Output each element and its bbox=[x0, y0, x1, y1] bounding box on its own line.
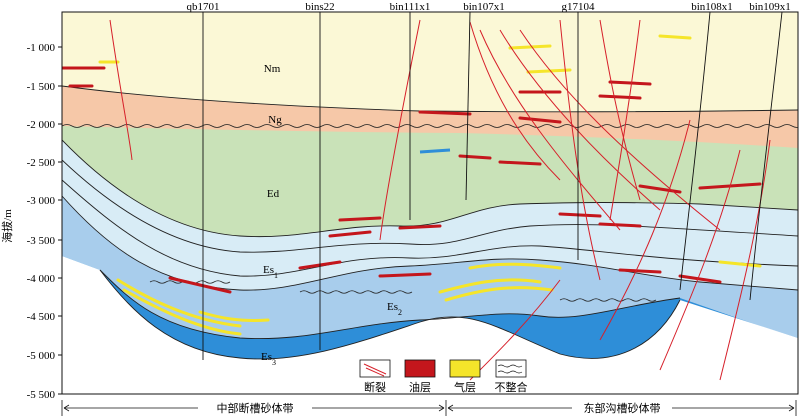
well-label: bins22 bbox=[305, 1, 334, 13]
horizon-lines bbox=[62, 85, 798, 360]
y-tick-label: -3 500 bbox=[27, 235, 56, 247]
water-lens bbox=[419, 148, 451, 154]
basement-fill bbox=[62, 256, 680, 394]
y-tick-label: -2 000 bbox=[27, 119, 56, 131]
y-tick-label: -3 000 bbox=[27, 195, 56, 207]
unit-label-es2: Es2 bbox=[387, 301, 402, 317]
oil-layers bbox=[62, 66, 762, 294]
strata bbox=[62, 12, 798, 394]
well-label: bin109x1 bbox=[749, 1, 791, 13]
unconformity-icon bbox=[495, 359, 527, 378]
well-label: bin111x1 bbox=[390, 1, 431, 13]
y-tick-label: -5 000 bbox=[27, 350, 56, 362]
well-label: bin107x1 bbox=[463, 1, 505, 13]
unit-label-es3: Es3 bbox=[261, 351, 276, 367]
y-axis: -1 000 -1 500 -2 000 -2 500 -3 000 -3 50… bbox=[0, 42, 62, 401]
y-tick-label: -1 500 bbox=[27, 81, 56, 93]
legend-label: 断裂 bbox=[364, 380, 386, 394]
unit-labels: Nm Ng Ed Es1 Es2 Es3 bbox=[261, 63, 402, 367]
oil-layer-swatch bbox=[404, 359, 436, 378]
well-labels: qb1701 bins22 bin111x1 bin107x1 g17104 b… bbox=[187, 1, 791, 13]
y-tick-label: -1 000 bbox=[27, 42, 56, 54]
basement-fill-right bbox=[680, 300, 798, 394]
zone-banner: 中部断槽砂体带 东部沟槽砂体带 bbox=[61, 400, 797, 416]
well-label: bin108x1 bbox=[691, 1, 733, 13]
y-tick-label: -4 500 bbox=[27, 311, 56, 323]
unit-label-es1: Es1 bbox=[263, 264, 278, 280]
y-axis-title: 海拔/m bbox=[0, 209, 14, 243]
y-tick-label: -4 000 bbox=[27, 273, 56, 285]
gas-layer-swatch bbox=[449, 359, 481, 378]
zone-label-right: 东部沟槽砂体带 bbox=[584, 401, 661, 415]
zone-label-left: 中部断槽砂体带 bbox=[217, 401, 294, 415]
unit-label-ng: Ng bbox=[268, 114, 282, 126]
unit-es3-fill bbox=[62, 224, 798, 394]
legend-label: 气层 bbox=[454, 380, 476, 394]
plot-frame bbox=[61, 11, 799, 395]
well-lines bbox=[202, 12, 783, 360]
legend-label: 不整合 bbox=[495, 380, 528, 394]
unconformity-lines bbox=[62, 124, 798, 302]
y-tick-label: -2 500 bbox=[27, 157, 56, 169]
unit-label-ed: Ed bbox=[267, 188, 280, 200]
well-label: qb1701 bbox=[187, 1, 220, 13]
y-tick-label: -5 500 bbox=[27, 389, 56, 401]
fault-lines bbox=[109, 19, 771, 381]
well-label: g17104 bbox=[562, 1, 596, 13]
legend: 断裂 油层 气层 不整合 bbox=[359, 359, 528, 394]
unit-label-nm: Nm bbox=[264, 63, 281, 75]
legend-label: 油层 bbox=[409, 380, 431, 394]
gas-layers bbox=[98, 34, 762, 336]
